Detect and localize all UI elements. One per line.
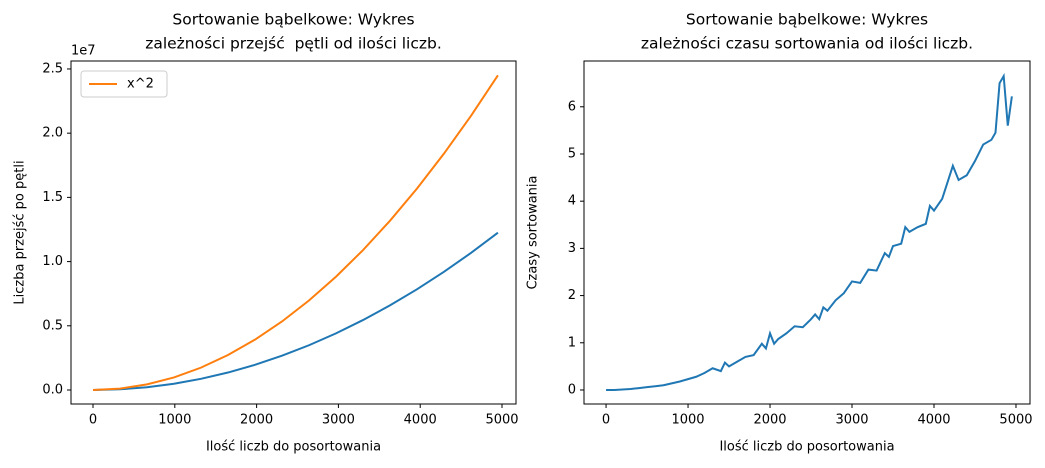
- x-tick-label: 5000: [485, 413, 518, 428]
- y-tick-label: 0.0: [42, 383, 63, 398]
- y-tick-label: 2.5: [42, 61, 63, 76]
- chart-title: zależności przejść pętli od ilości liczb…: [145, 35, 442, 53]
- offset-text: 1e7: [71, 44, 96, 59]
- x-tick-label: 0: [89, 413, 97, 428]
- y-tick-label: 1.0: [42, 254, 63, 269]
- y-tick-label: 4: [568, 194, 576, 209]
- y-tick-label: 0.5: [42, 318, 63, 333]
- x-tick-label: 1000: [671, 413, 704, 428]
- x-tick-label: 1000: [158, 413, 191, 428]
- x-tick-label: 3000: [835, 413, 868, 428]
- x-tick-label: 2000: [240, 413, 273, 428]
- y-tick-label: 2: [568, 288, 576, 303]
- legend-label: x^2: [127, 77, 154, 92]
- x-tick-label: 5000: [999, 413, 1032, 428]
- series-line: [606, 72, 1013, 391]
- y-axis-label: Liczba przejść po pętli: [13, 160, 28, 304]
- y-tick-label: 3: [568, 241, 576, 256]
- x-axis-label: Ilość liczb do posortowania: [719, 440, 894, 455]
- y-tick-label: 1.5: [42, 190, 63, 205]
- chart-title: zależności czasu sortowania od ilości li…: [641, 35, 973, 53]
- x-tick-label: 0: [602, 413, 610, 428]
- y-tick-label: 1: [568, 335, 576, 350]
- chart-title: Sortowanie bąbelkowe: Wykres: [686, 11, 928, 29]
- axes-frame: [583, 60, 1031, 405]
- series-line: [92, 231, 499, 391]
- chart-panel: Sortowanie bąbelkowe: Wykres zależności c…: [526, 11, 1033, 455]
- axes-frame: [70, 60, 517, 405]
- x-tick-label: 2000: [753, 413, 786, 428]
- y-axis-label: Czasy sortowania: [526, 175, 541, 289]
- x-tick-label: 4000: [917, 413, 950, 428]
- chart-panel: Sortowanie bąbelkowe: Wykres zależności p…: [13, 11, 519, 455]
- y-tick-label: 6: [568, 99, 576, 114]
- x-tick-label: 3000: [322, 413, 355, 428]
- y-tick-label: 0: [568, 382, 576, 397]
- legend-box: [80, 70, 168, 98]
- y-tick-label: 5: [568, 146, 576, 161]
- chart-title: Sortowanie bąbelkowe: Wykres: [172, 11, 414, 29]
- x-tick-label: 4000: [404, 413, 437, 428]
- y-tick-label: 2.0: [42, 126, 63, 141]
- x-axis-label: Ilość liczb do posortowania: [206, 440, 381, 455]
- series-line: [92, 74, 499, 391]
